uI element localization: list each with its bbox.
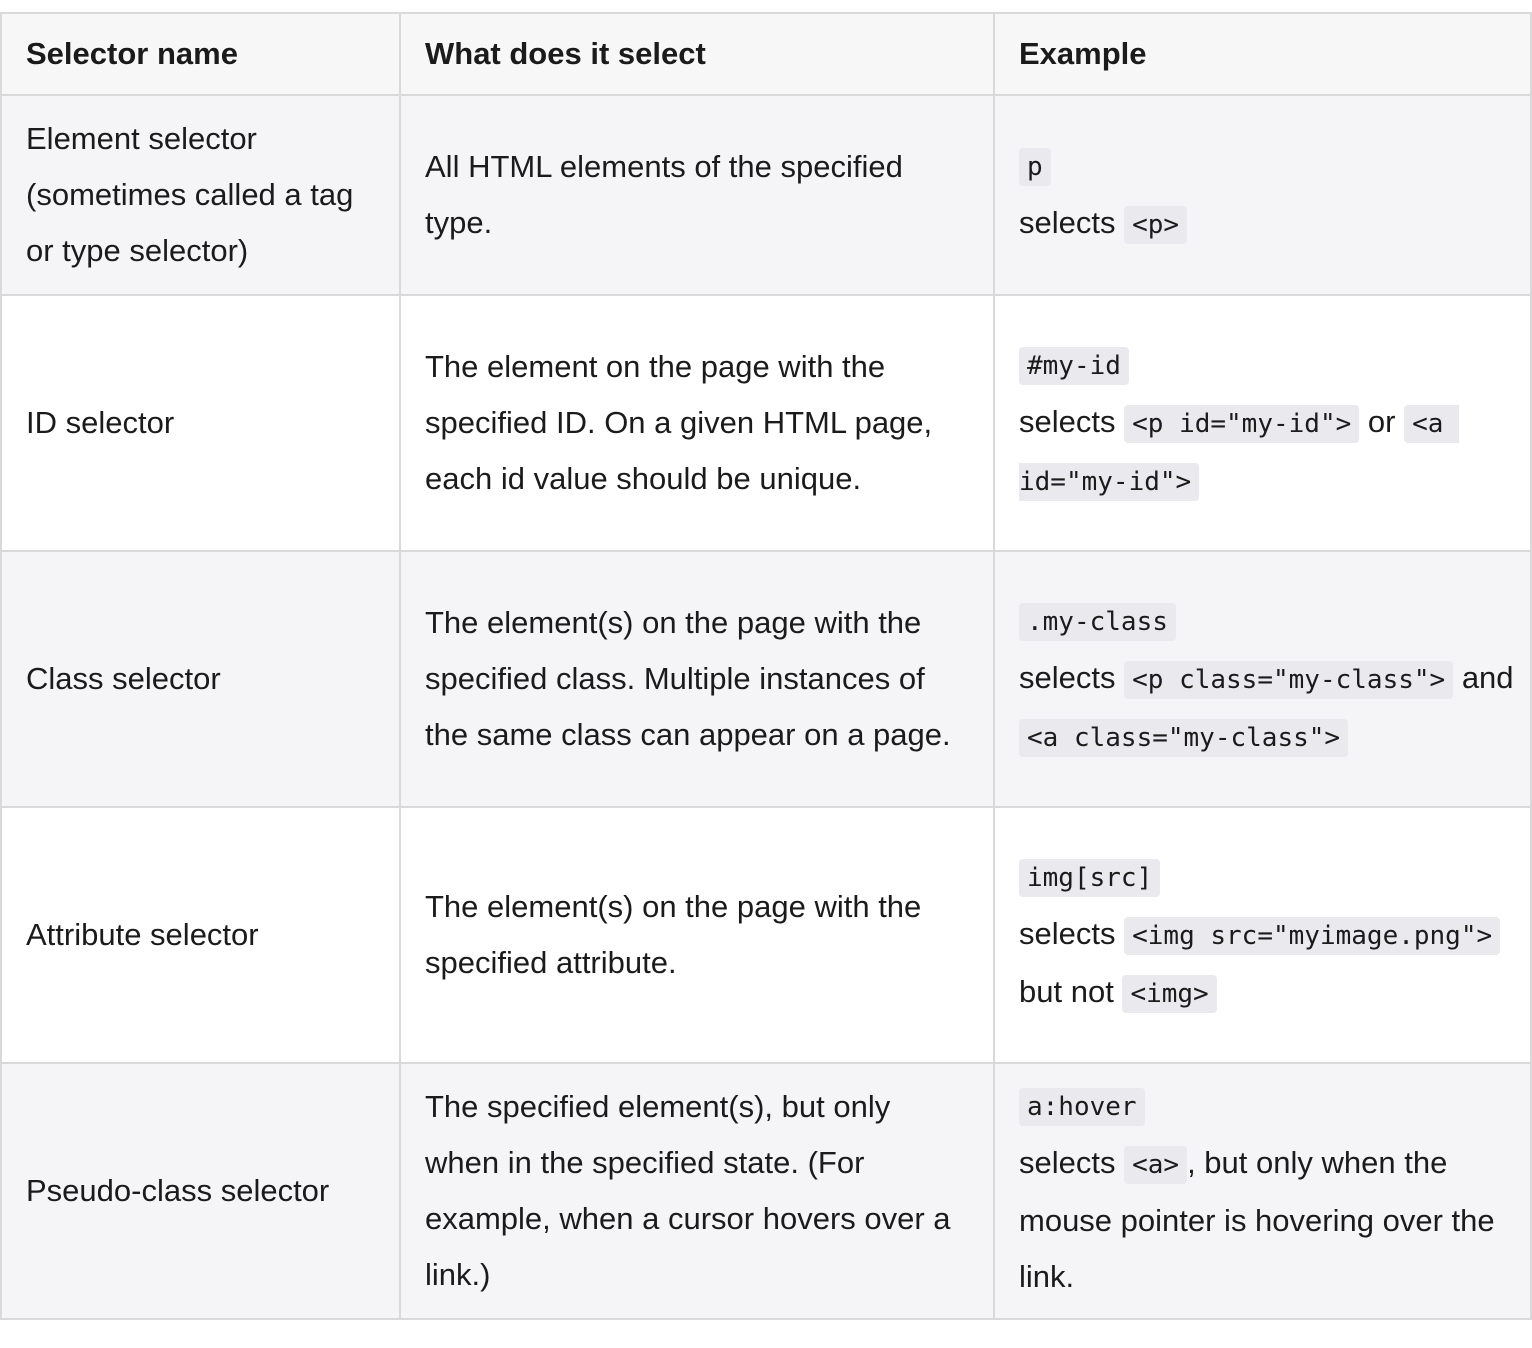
description-cell: The element(s) on the page with the spec… xyxy=(399,806,995,1064)
example-cell: p selects <p> xyxy=(993,94,1532,296)
description-cell: The element(s) on the page with the spec… xyxy=(399,550,995,808)
selector-name-cell: Class selector xyxy=(0,550,401,808)
selector-name-cell: Pseudo-class selector xyxy=(0,1062,401,1320)
selector-name-cell: ID selector xyxy=(0,294,401,552)
selector-name-cell: Element selector (sometimes called a tag… xyxy=(0,94,401,296)
description-cell: All HTML elements of the specified type. xyxy=(399,94,995,296)
table-row: Pseudo-class selector The specified elem… xyxy=(0,1062,1532,1320)
selects-text: selects xyxy=(1019,205,1116,240)
selects-text: selects xyxy=(1019,404,1116,439)
selector-code: a:hover xyxy=(1019,1088,1145,1126)
example-code: <p> xyxy=(1124,206,1188,244)
css-selectors-table: Selector name What does it select Exampl… xyxy=(0,12,1532,1320)
example-code: <img src="myimage.png"> xyxy=(1124,917,1501,955)
example-code-alt: <img> xyxy=(1122,975,1217,1013)
table-row: Class selector The element(s) on the pag… xyxy=(0,550,1532,808)
header-example: Example xyxy=(993,12,1532,96)
joiner-text: or xyxy=(1367,404,1396,439)
example-cell: .my-class selects <p class="my-class"> a… xyxy=(993,550,1532,808)
example-code: <a> xyxy=(1124,1146,1188,1184)
table-header-row: Selector name What does it select Exampl… xyxy=(0,12,1532,96)
table-row: Element selector (sometimes called a tag… xyxy=(0,94,1532,296)
header-selector-name: Selector name xyxy=(0,12,401,96)
selector-code: .my-class xyxy=(1019,603,1176,641)
example-code-alt: <a class="my-class"> xyxy=(1019,719,1349,757)
selects-text: selects xyxy=(1019,916,1116,951)
selector-code: img[src] xyxy=(1019,859,1161,897)
example-cell: img[src] selects <img src="myimage.png">… xyxy=(993,806,1532,1064)
example-cell: a:hover selects <a>, but only when the m… xyxy=(993,1062,1532,1320)
description-cell: The element on the page with the specifi… xyxy=(399,294,995,552)
joiner-text: but not xyxy=(1019,974,1114,1009)
selects-text: selects xyxy=(1019,1145,1116,1180)
joiner-text: and xyxy=(1461,660,1514,695)
header-what-does-it-select: What does it select xyxy=(399,12,995,96)
selector-code: p xyxy=(1019,148,1051,186)
table-row: ID selector The element on the page with… xyxy=(0,294,1532,552)
example-code: <p id="my-id"> xyxy=(1124,405,1360,443)
tail-text: , but only when the mouse pointer is hov… xyxy=(1019,1145,1495,1294)
selects-text: selects xyxy=(1019,660,1116,695)
selector-name-cell: Attribute selector xyxy=(0,806,401,1064)
example-code: <p class="my-class"> xyxy=(1124,661,1454,699)
description-cell: The specified element(s), but only when … xyxy=(399,1062,995,1320)
example-cell: #my-id selects <p id="my-id"> or <a id="… xyxy=(993,294,1532,552)
table-row: Attribute selector The element(s) on the… xyxy=(0,806,1532,1064)
selector-code: #my-id xyxy=(1019,347,1129,385)
